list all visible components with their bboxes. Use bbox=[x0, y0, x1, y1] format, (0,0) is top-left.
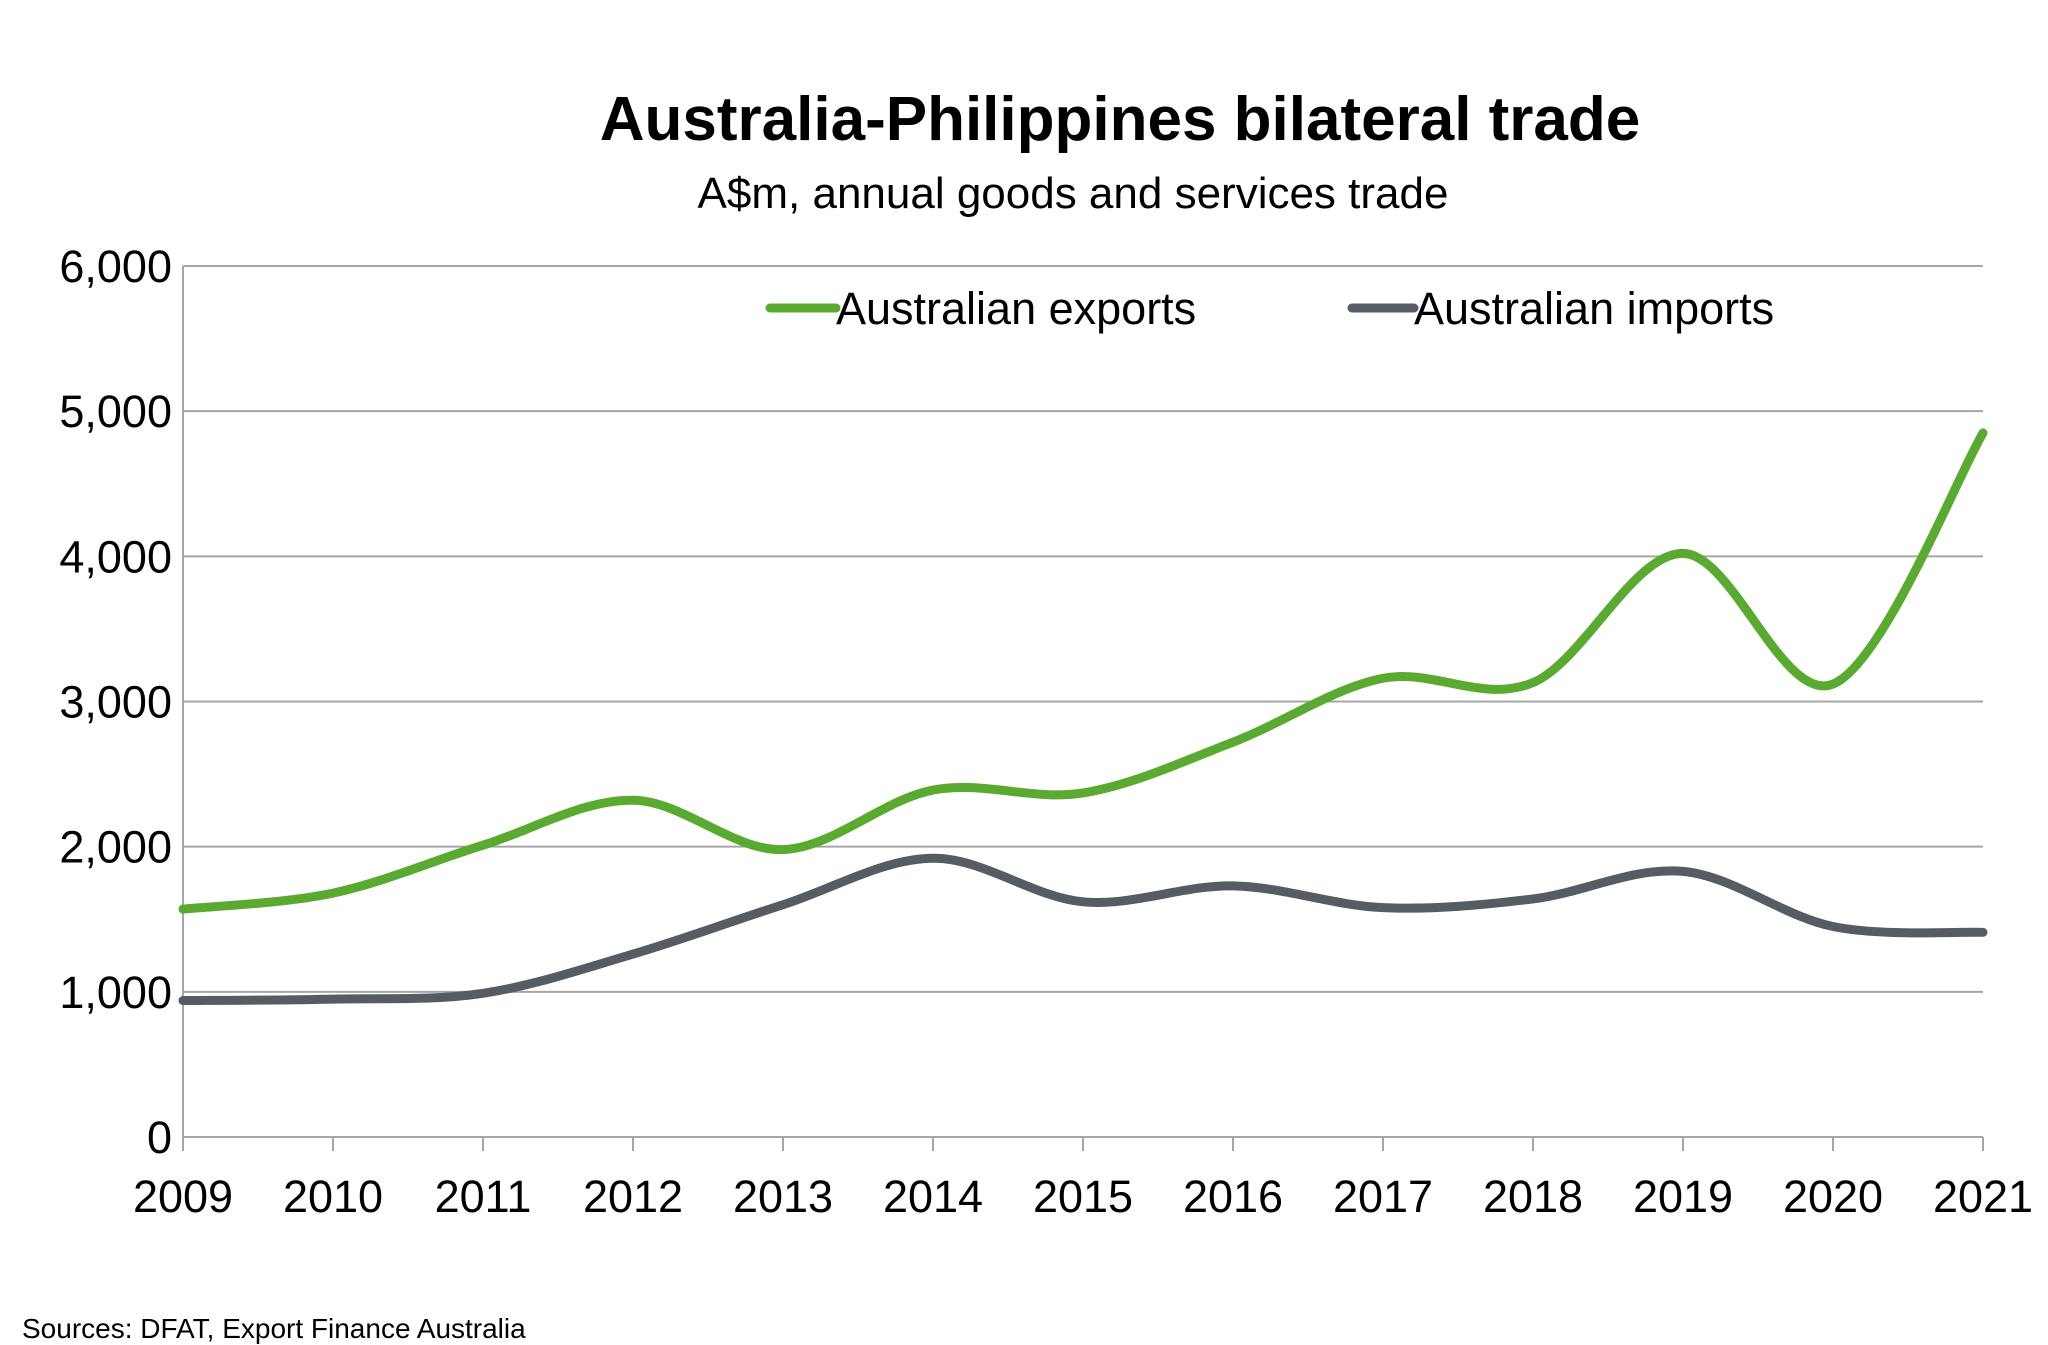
x-tick-label: 2011 bbox=[435, 1171, 532, 1222]
gridlines bbox=[183, 265, 1983, 993]
y-tick-label: 3,000 bbox=[59, 677, 172, 728]
series-line-imports bbox=[178, 853, 1988, 1006]
x-tick-label: 2012 bbox=[583, 1171, 683, 1222]
x-tick-labels: 2009 2010 2011 2012 2013 2014 2015 2016 2017 2018… bbox=[133, 1171, 2033, 1222]
series-lines bbox=[178, 428, 1988, 1006]
legend-label-imports: Australian imports bbox=[1414, 283, 1774, 334]
y-tick-label: 4,000 bbox=[59, 531, 172, 582]
legend-label-exports: Australian exports bbox=[836, 283, 1196, 334]
x-tick-label: 2013 bbox=[733, 1171, 833, 1222]
x-tick-label: 2014 bbox=[883, 1171, 983, 1222]
y-tick-label: 2,000 bbox=[59, 822, 172, 873]
source-note: Sources: DFAT, Export Finance Australia bbox=[22, 1313, 526, 1344]
x-tick-label: 2020 bbox=[1783, 1171, 1883, 1222]
x-tick-label: 2019 bbox=[1633, 1171, 1733, 1222]
x-tick-label: 2017 bbox=[1333, 1171, 1433, 1222]
axes bbox=[182, 266, 1984, 1151]
y-tick-label: 5,000 bbox=[59, 386, 172, 437]
x-tick-label: 2010 bbox=[283, 1171, 383, 1222]
y-tick-label: 6,000 bbox=[59, 241, 172, 292]
x-tick-label: 2016 bbox=[1183, 1171, 1283, 1222]
x-tick-label: 2009 bbox=[133, 1171, 233, 1222]
x-tick-label: 2018 bbox=[1483, 1171, 1583, 1222]
series-line-exports bbox=[178, 428, 1988, 914]
x-tick-label: 2021 bbox=[1933, 1171, 2033, 1222]
legend: Australian exports Australian imports bbox=[765, 283, 1774, 334]
x-tick-label: 2015 bbox=[1033, 1171, 1133, 1222]
chart-subtitle: A$m, annual goods and services trade bbox=[698, 169, 1449, 218]
y-tick-label: 0 bbox=[147, 1112, 172, 1163]
chart-title: Australia-Philippines bilateral trade bbox=[600, 85, 1641, 154]
y-tick-labels: 0 1,000 2,000 3,000 4,000 5,000 6,000 bbox=[59, 241, 172, 1163]
y-tick-label: 1,000 bbox=[59, 967, 172, 1018]
